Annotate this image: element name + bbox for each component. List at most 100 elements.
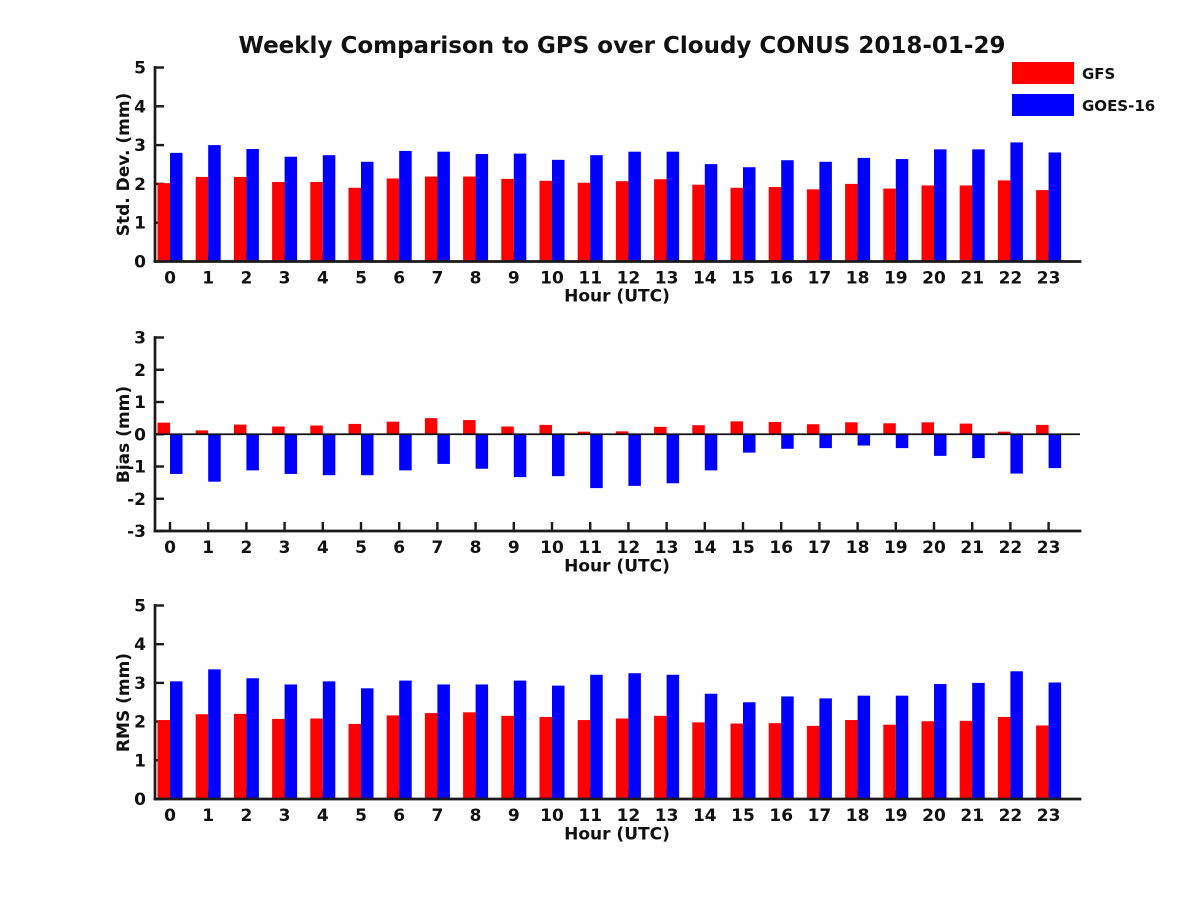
gfs-bar xyxy=(424,713,438,799)
x-tick-label: 3 xyxy=(279,538,291,558)
goes16-bar xyxy=(857,434,871,446)
x-tick-label: 8 xyxy=(470,806,482,826)
y-tick-label: -3 xyxy=(127,522,146,542)
x-tick-label: 15 xyxy=(731,538,755,558)
x-tick-label: 6 xyxy=(393,538,405,558)
goes16-bar xyxy=(361,434,374,476)
gfs-bar xyxy=(921,185,934,262)
gfs-bar xyxy=(310,181,323,262)
gfs-bar xyxy=(730,421,743,435)
x-tick-label: 19 xyxy=(884,538,908,558)
goes16-bar xyxy=(743,702,756,799)
gfs-bar xyxy=(997,431,1011,435)
gfs-bar xyxy=(157,183,170,262)
goes16-bar xyxy=(972,149,985,262)
x-tick-label: 16 xyxy=(769,269,793,289)
x-tick-label: 0 xyxy=(164,538,176,558)
x-tick-label: 23 xyxy=(1037,538,1061,558)
x-tick-label: 9 xyxy=(508,806,520,826)
x-tick-label: 1 xyxy=(202,806,214,826)
gfs-bar xyxy=(195,430,209,435)
gfs-bar xyxy=(539,180,552,262)
gfs-bar xyxy=(768,421,782,435)
x-tick-label: 10 xyxy=(540,806,564,826)
goes16-bar xyxy=(819,434,832,449)
goes16-bar xyxy=(513,153,527,262)
goes16-bar xyxy=(934,149,947,262)
goes16-bar xyxy=(628,673,641,799)
x-tick-label: 23 xyxy=(1037,806,1061,826)
x-tick-label: 9 xyxy=(508,269,520,289)
x-tick-label: 18 xyxy=(846,538,870,558)
gfs-bar xyxy=(692,184,705,262)
x-tick-label: 22 xyxy=(999,269,1023,289)
x-tick-label: 23 xyxy=(1037,269,1061,289)
y-tick-label: 2 xyxy=(134,361,146,381)
x-tick-label: 5 xyxy=(355,538,367,558)
gfs-bar xyxy=(272,426,285,435)
goes16-bar xyxy=(895,695,909,799)
goes16-bar xyxy=(475,684,489,799)
gfs-bar xyxy=(883,724,896,799)
goes16-bar xyxy=(437,684,450,799)
x-tick-label: 12 xyxy=(617,538,641,558)
goes16-bar xyxy=(322,681,336,799)
x-axis-label-bias: Hour (UTC) xyxy=(564,557,670,577)
goes16-bar xyxy=(475,434,489,469)
gfs-bar xyxy=(577,720,591,799)
goes16-bar xyxy=(590,155,603,262)
gfs-bar xyxy=(348,423,361,435)
gfs-bar xyxy=(959,423,973,435)
goes16-bar xyxy=(743,167,756,262)
gfs-bar xyxy=(272,181,285,262)
gfs-bar xyxy=(157,720,170,799)
x-tick-label: 16 xyxy=(769,538,793,558)
x-tick-label: 21 xyxy=(960,806,984,826)
gfs-bar xyxy=(692,722,705,799)
goes16-bar xyxy=(246,434,259,471)
goes16-bar xyxy=(437,434,450,464)
gfs-bar xyxy=(577,182,591,262)
goes16-bar xyxy=(895,434,909,449)
y-tick-label: 2 xyxy=(134,175,146,195)
gfs-bar xyxy=(1036,725,1049,799)
x-tick-label: 3 xyxy=(279,806,291,826)
gfs-bar xyxy=(424,176,438,262)
x-tick-label: 11 xyxy=(578,269,602,289)
goes16-bar xyxy=(857,695,871,799)
gfs-bar xyxy=(1036,190,1049,262)
x-tick-label: 4 xyxy=(317,269,329,289)
gfs-bar xyxy=(386,421,400,435)
goes16-bar xyxy=(666,674,680,799)
x-tick-label: 14 xyxy=(693,269,717,289)
x-tick-label: 0 xyxy=(164,269,176,289)
gfs-bar xyxy=(386,715,400,799)
goes16-bar xyxy=(1010,434,1023,474)
y-tick-label: 0 xyxy=(134,253,146,273)
gfs-bar xyxy=(730,187,743,262)
x-tick-label: 7 xyxy=(431,269,443,289)
goes16-bar xyxy=(399,150,412,262)
y-tick-label: 1 xyxy=(134,214,146,234)
goes16-bar xyxy=(552,159,565,262)
x-tick-label: 13 xyxy=(655,806,679,826)
y-tick-label: 5 xyxy=(134,597,146,617)
goes16-bar xyxy=(972,682,985,799)
goes16-bar xyxy=(628,434,641,486)
gfs-bar xyxy=(310,425,323,435)
gfs-bar xyxy=(272,718,285,799)
x-tick-label: 3 xyxy=(279,269,291,289)
chart-title: Weekly Comparison to GPS over Cloudy CON… xyxy=(239,33,1006,59)
gfs-bar xyxy=(615,181,629,262)
gfs-bar xyxy=(883,188,896,262)
gfs-bar xyxy=(233,424,247,435)
goes16-bar xyxy=(322,434,336,476)
gfs-bar xyxy=(959,185,973,262)
goes16-bar xyxy=(170,434,183,474)
gfs-bar xyxy=(615,431,629,435)
gfs-bar xyxy=(883,423,896,435)
y-tick-label: 2 xyxy=(134,713,146,733)
